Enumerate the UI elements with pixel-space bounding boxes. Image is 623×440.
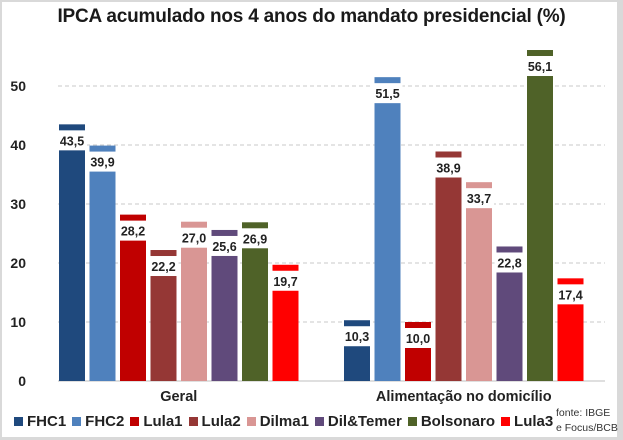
data-label-bg — [342, 326, 372, 347]
legend-swatch — [314, 417, 324, 426]
legend-swatch — [188, 417, 198, 426]
y-tick-label: 10 — [10, 314, 26, 330]
legend-label: FHC2 — [85, 413, 125, 430]
data-label: 38,9 — [436, 161, 460, 175]
y-tick-label: 30 — [10, 196, 26, 212]
legend-swatch — [72, 417, 82, 426]
chart-title: IPCA acumulado nos 4 anos do mandato pre… — [57, 6, 566, 27]
legend-label: Lula1 — [143, 413, 183, 430]
y-tick-label: 50 — [10, 78, 26, 94]
data-label-bg — [240, 228, 270, 249]
bar-fhc2-0 — [89, 145, 116, 381]
legend-item: Lula1 — [130, 413, 183, 430]
category-label: Alimentação no domicílio — [376, 389, 552, 405]
y-tick-label: 20 — [10, 255, 26, 271]
legend-item: Lula3 — [501, 413, 553, 430]
source-line-2: e Focus/BCB — [556, 422, 618, 434]
data-label: 28,2 — [121, 225, 145, 239]
y-tick-label: 0 — [18, 373, 26, 389]
data-label-bg — [372, 83, 403, 104]
bar-dilma1-1 — [466, 182, 492, 381]
legend: FHC1 FHC2 Lula1 Lula2 Dilma1 Dil&Temer Bolsona… — [14, 413, 559, 430]
data-label-bg — [118, 220, 148, 241]
data-label: 17,4 — [558, 288, 582, 302]
legend-swatch — [501, 417, 511, 426]
legend-swatch — [14, 417, 23, 426]
data-label-bg — [87, 151, 118, 172]
data-label: 56,1 — [528, 60, 552, 74]
bar-dilma1-0 — [181, 221, 207, 381]
data-label-bg — [464, 188, 494, 209]
legend-swatch — [407, 417, 417, 426]
category-label: Geral — [160, 389, 197, 405]
legend-swatch — [130, 417, 140, 426]
legend-item: FHC1 — [14, 413, 66, 430]
data-label-bg — [57, 130, 87, 151]
data-label-bg — [494, 252, 525, 273]
source-note: fonte: IBGE e Focus/BCB — [556, 406, 618, 436]
bar-bolsonaro-1 — [527, 50, 553, 381]
data-label-bg — [179, 227, 209, 248]
data-label: 33,7 — [467, 192, 491, 206]
data-label: 27,0 — [182, 232, 206, 246]
legend-item: Dilma1 — [246, 413, 309, 430]
legend-label: Lula2 — [201, 413, 241, 430]
legend-swatch — [246, 417, 256, 426]
data-label: 51,5 — [375, 87, 399, 101]
data-label: 22,2 — [151, 260, 175, 274]
data-label-bg — [433, 157, 464, 178]
legend-label: Dil&Temer — [327, 413, 402, 430]
data-label: 22,8 — [497, 256, 521, 270]
data-label: 10,0 — [406, 332, 430, 346]
data-label-bg — [525, 56, 555, 77]
bar-fhc1-0 — [59, 124, 85, 381]
y-tick-label: 40 — [10, 137, 26, 153]
data-label: 43,5 — [60, 134, 84, 148]
data-label: 25,6 — [212, 240, 236, 254]
bar-fhc2-1 — [374, 77, 401, 382]
legend-item: Lula2 — [188, 413, 241, 430]
data-label-bg — [148, 256, 179, 277]
legend-item: FHC2 — [72, 413, 124, 430]
bar-lula2-1 — [435, 151, 462, 381]
legend-item: Dil&Temer — [314, 413, 402, 430]
data-label: 39,9 — [90, 156, 114, 170]
data-label-bg — [209, 235, 240, 256]
bar-bolsonaro-0 — [242, 222, 268, 381]
bar-lula1-0 — [120, 214, 146, 381]
legend-item: Bolsonaro — [407, 413, 496, 430]
legend-label: FHC1 — [27, 413, 67, 430]
data-label: 19,7 — [273, 275, 297, 289]
data-label: 10,3 — [345, 330, 369, 344]
data-label-bg — [270, 270, 301, 291]
data-label-bg — [403, 328, 433, 348]
source-line-1: fonte: IBGE — [556, 407, 611, 419]
data-label-bg — [555, 284, 586, 305]
legend-label: Lula3 — [514, 413, 554, 430]
legend-label: Dilma1 — [259, 413, 309, 430]
legend-label: Bolsonaro — [420, 413, 496, 430]
data-label: 26,9 — [243, 232, 267, 246]
